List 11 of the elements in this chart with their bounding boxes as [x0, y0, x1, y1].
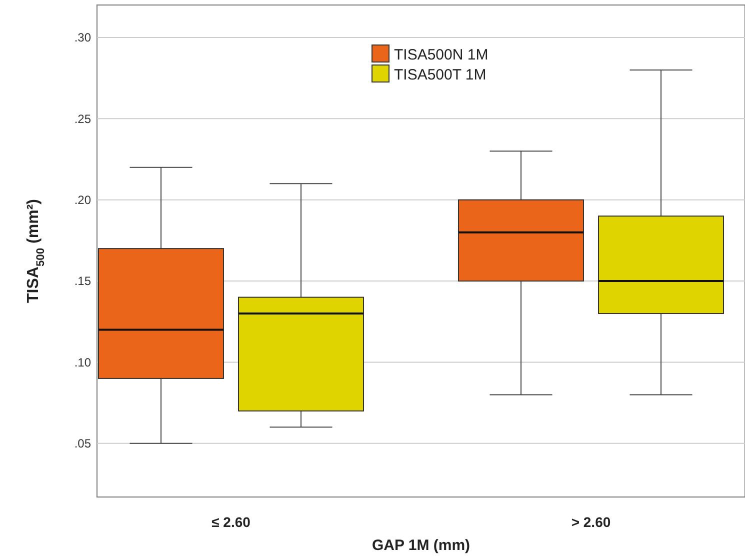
y-tick-label: .15	[74, 274, 92, 288]
y-tick-label: .30	[74, 30, 92, 45]
x-tick-label: ≤ 2.60	[212, 514, 251, 530]
legend-label: TISA500T 1M	[394, 66, 486, 84]
legend-label: TISA500N 1M	[394, 46, 488, 64]
y-tick-label: .20	[74, 193, 92, 208]
y-tick-label: .25	[74, 112, 92, 126]
x-tick-label: > 2.60	[571, 514, 611, 530]
y-tick-label: .10	[74, 355, 92, 370]
y-tick-label: .05	[74, 436, 92, 451]
x-axis-title: GAP 1M (mm)	[372, 537, 470, 554]
